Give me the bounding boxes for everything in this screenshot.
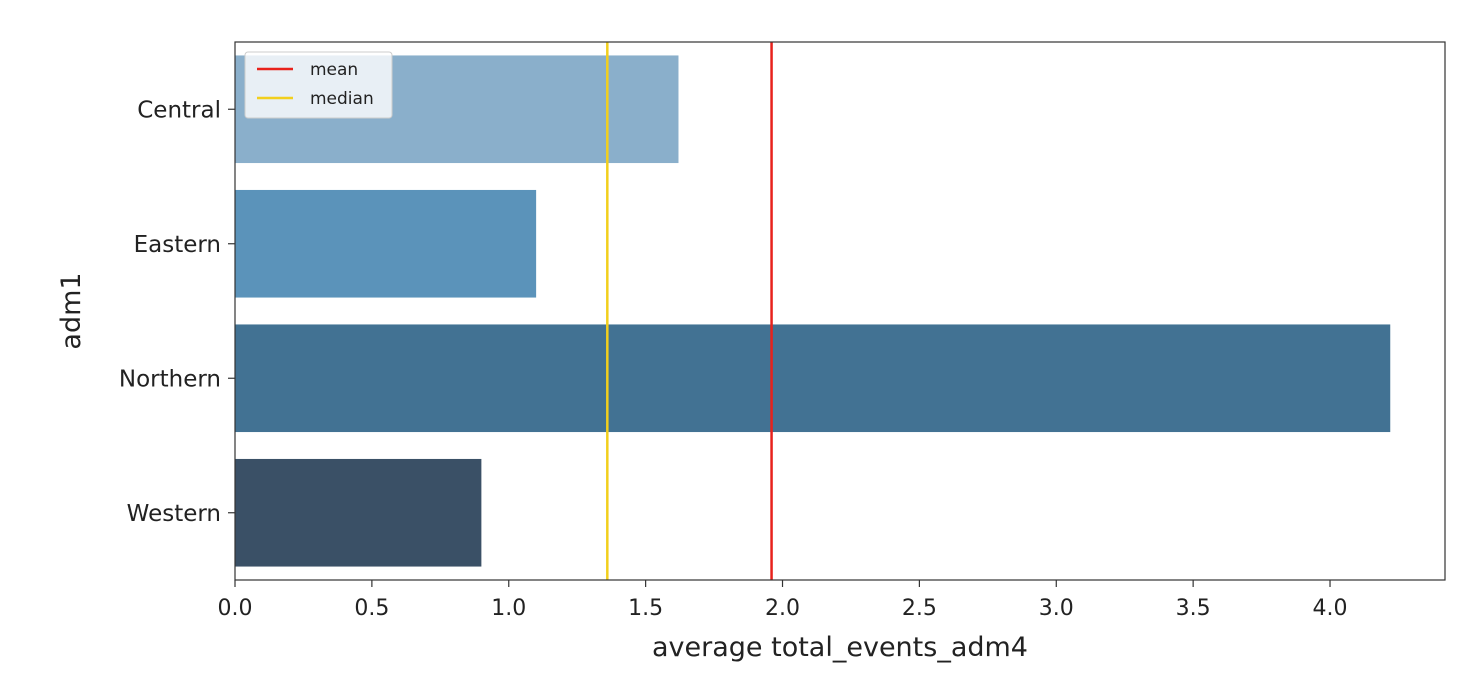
x-tick-label: 1.5 [628, 596, 663, 621]
x-axis-label: average total_events_adm4 [652, 632, 1028, 663]
bar-western [235, 458, 482, 567]
x-tick-label: 1.0 [491, 596, 526, 621]
reference-lines-layer [606, 42, 773, 580]
legend: mean median [244, 51, 393, 119]
y-tick-label-eastern: Eastern [134, 232, 221, 258]
bars-layer [235, 55, 1391, 567]
x-tick-label: 0.5 [354, 596, 389, 621]
y-tick-label-western: Western [127, 501, 221, 527]
bar-eastern [235, 189, 537, 298]
x-tick-label: 3.5 [1176, 596, 1211, 621]
x-tick-label: 2.5 [902, 596, 937, 621]
x-tick-label: 2.0 [765, 596, 800, 621]
y-tick-label-central: Central [137, 97, 221, 123]
legend-mean-label: mean [310, 60, 358, 80]
y-tick-label-northern: Northern [119, 366, 221, 392]
x-tick-label: 0.0 [218, 596, 253, 621]
legend-median-label: median [310, 89, 374, 109]
y-axis-label: adm1 [56, 272, 87, 349]
x-tick-label: 4.0 [1313, 596, 1348, 621]
x-tick-label: 3.0 [1039, 596, 1074, 621]
x-axis: 0.0 0.5 1.0 1.5 2.0 2.5 3.0 3.5 4.0 [218, 580, 1348, 621]
bar-northern [235, 324, 1391, 433]
plot-frame [234, 41, 1446, 581]
y-axis: Central Eastern Northern Western [119, 97, 235, 527]
